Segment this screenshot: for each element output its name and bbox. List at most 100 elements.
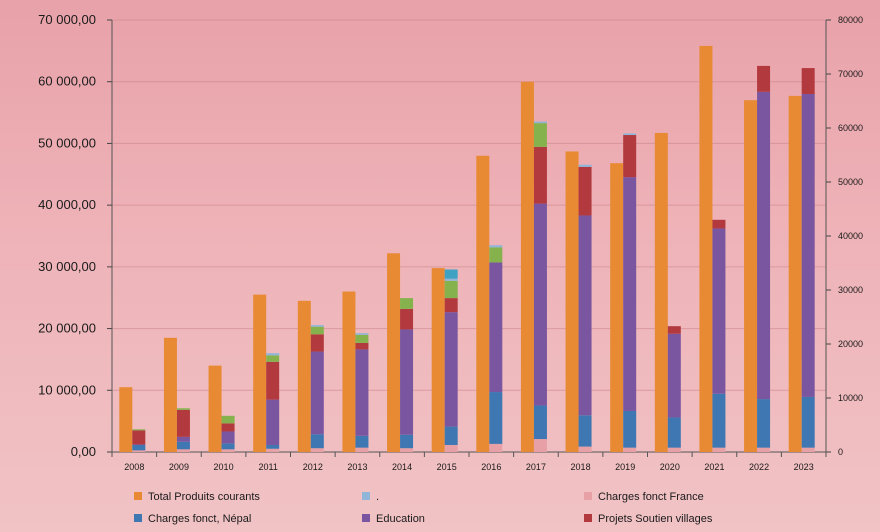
stack-segment <box>533 121 547 124</box>
x-tick-label: 2012 <box>303 462 323 472</box>
stack-segment <box>757 65 771 92</box>
x-tick-label: 2021 <box>704 462 724 472</box>
stack-segment <box>176 436 190 442</box>
stack-segment <box>355 435 369 448</box>
left-tick-label: 20 000,00 <box>38 321 96 336</box>
total-bar <box>565 151 579 453</box>
left-tick-label: 70 000,00 <box>38 12 96 27</box>
stack-segment <box>355 447 369 452</box>
total-bar <box>520 81 534 452</box>
stack-segment <box>221 443 235 450</box>
stack-segment <box>757 399 771 448</box>
legend-swatch <box>362 492 370 500</box>
stack-segment <box>310 434 324 449</box>
stack-segment <box>712 219 726 229</box>
legend-swatch <box>362 514 370 522</box>
total-bar <box>699 45 713 453</box>
total-bar <box>744 100 758 452</box>
stack-segment <box>623 177 637 411</box>
stack-segment <box>489 392 503 444</box>
stack-segment <box>444 269 458 279</box>
stack-segment <box>578 166 592 216</box>
x-tick-label: 2010 <box>214 462 234 472</box>
stack-segment <box>400 308 414 330</box>
legend-swatch <box>584 514 592 522</box>
stack-segment <box>444 444 458 452</box>
stack-segment <box>266 355 280 362</box>
x-tick-label: 2013 <box>347 462 367 472</box>
stack-segment <box>801 396 815 448</box>
left-tick-label: 30 000,00 <box>38 259 96 274</box>
stack-segment <box>533 203 547 406</box>
stack-segment <box>355 334 369 343</box>
stack-segment <box>310 448 324 452</box>
stack-segment <box>757 447 771 452</box>
stack-segment <box>444 312 458 427</box>
x-tick-label: 2019 <box>615 462 635 472</box>
x-tick-label: 2022 <box>749 462 769 472</box>
stack-segment <box>533 405 547 440</box>
stack-segment <box>176 409 190 437</box>
x-tick-label: 2023 <box>794 462 814 472</box>
stack-segment <box>757 91 771 400</box>
stack-segment <box>266 353 280 356</box>
stack-segment <box>266 448 280 452</box>
stack-segment <box>533 439 547 452</box>
stack-segment <box>578 446 592 452</box>
stack-segment <box>400 329 414 435</box>
left-tick-label: 50 000,00 <box>38 135 96 150</box>
stack-segment <box>712 393 726 448</box>
stack-segment <box>444 278 458 281</box>
stack-segment <box>712 228 726 394</box>
stack-segment <box>667 333 681 418</box>
x-tick-label: 2017 <box>526 462 546 472</box>
stack-segment <box>132 430 146 445</box>
right-tick-label: 80000 <box>838 15 863 25</box>
stack-segment <box>623 135 637 178</box>
total-bar <box>431 268 445 452</box>
legend-label: . <box>376 491 379 503</box>
right-tick-label: 60000 <box>838 123 863 133</box>
left-tick-label: 10 000,00 <box>38 382 96 397</box>
stack-segment <box>667 447 681 452</box>
stack-segment <box>444 280 458 299</box>
x-tick-label: 2015 <box>437 462 457 472</box>
x-tick-label: 2016 <box>481 462 501 472</box>
right-tick-label: 30000 <box>838 285 863 295</box>
total-bar <box>610 163 624 453</box>
stack-segment <box>176 408 190 410</box>
total-bar <box>119 387 133 452</box>
stack-segment <box>221 415 235 424</box>
stack-segment <box>578 164 592 167</box>
stack-segment <box>221 431 235 444</box>
stack-segment <box>623 410 637 448</box>
total-bar <box>387 253 401 452</box>
stack-segment <box>355 349 369 436</box>
right-tick-label: 50000 <box>838 177 863 187</box>
left-tick-label: 0,00 <box>71 444 96 459</box>
x-tick-label: 2018 <box>571 462 591 472</box>
total-bar <box>297 300 311 452</box>
stack-segment <box>266 399 280 445</box>
stack-segment <box>489 443 503 452</box>
right-tick-label: 70000 <box>838 69 863 79</box>
legend-swatch <box>134 492 142 500</box>
stack-segment <box>310 325 324 327</box>
x-tick-label: 2020 <box>660 462 680 472</box>
stack-segment <box>310 326 324 335</box>
total-bar <box>476 155 490 452</box>
x-tick-label: 2014 <box>392 462 412 472</box>
stack-segment <box>578 215 592 416</box>
legend-swatch <box>134 514 142 522</box>
stack-segment <box>266 444 280 449</box>
right-tick-label: 10000 <box>838 393 863 403</box>
x-tick-label: 2008 <box>124 462 144 472</box>
stack-segment <box>176 441 190 450</box>
stack-segment <box>355 333 369 335</box>
legend-label: Charges fonct France <box>598 491 704 503</box>
stack-segment <box>310 351 324 435</box>
stack-segment <box>623 133 637 136</box>
stack-segment <box>221 449 235 452</box>
total-bar <box>788 95 802 452</box>
